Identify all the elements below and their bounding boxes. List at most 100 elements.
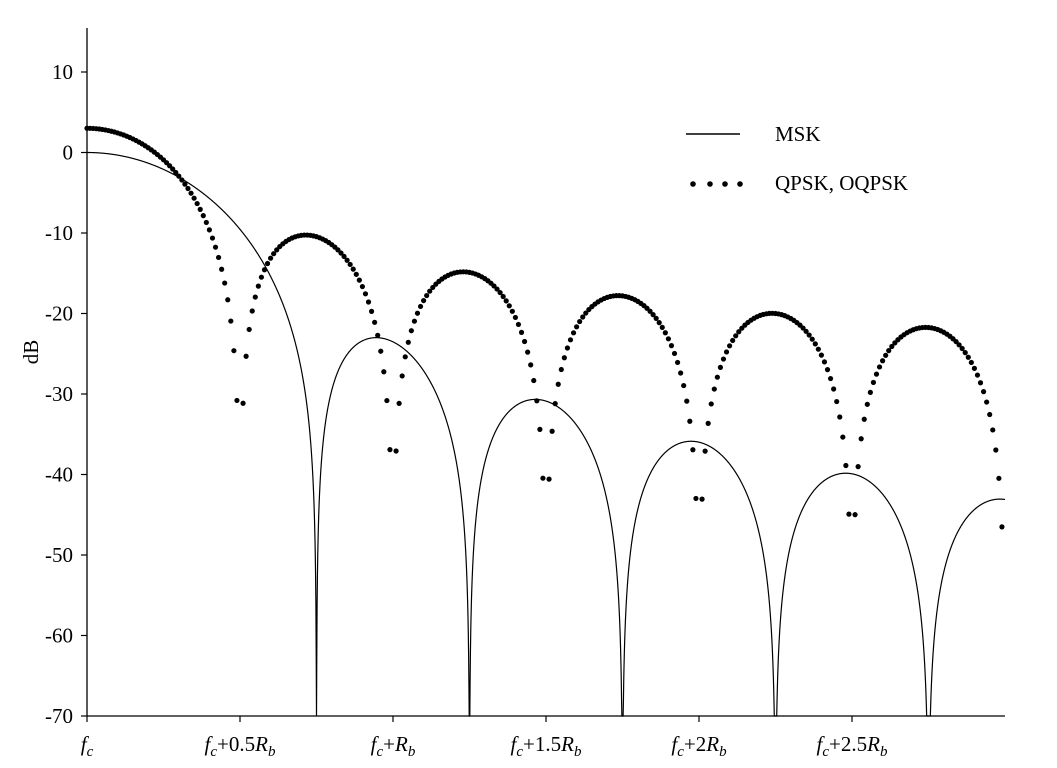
qpsk-point: [987, 411, 993, 418]
qpsk-point: [883, 352, 889, 358]
legend-swatch-qpsk: [690, 181, 743, 187]
qpsk-point: [650, 312, 656, 318]
qpsk-point: [375, 332, 381, 338]
qpsk-point: [521, 338, 528, 345]
qpsk-point: [503, 298, 509, 304]
qpsk-point: [243, 353, 249, 359]
qpsk-point: [240, 400, 246, 406]
series-dots-qpsk: [84, 125, 1005, 530]
legend-dot: [707, 181, 713, 187]
qpsk-point: [234, 397, 240, 404]
qpsk-point: [702, 448, 708, 454]
qpsk-point: [803, 328, 809, 334]
qpsk-point: [424, 292, 430, 299]
qpsk-point: [197, 206, 203, 212]
qpsk-point: [864, 401, 870, 407]
qpsk-point: [252, 294, 258, 300]
qpsk-point: [699, 496, 705, 502]
qpsk-point: [693, 495, 699, 502]
qpsk-point: [381, 369, 387, 375]
qpsk-point: [261, 267, 268, 273]
y-tick-label: -10: [45, 221, 73, 245]
qpsk-point: [549, 428, 555, 434]
qpsk-point: [567, 337, 574, 343]
qpsk-point: [681, 382, 687, 389]
qpsk-point: [368, 308, 375, 314]
qpsk-point: [552, 401, 558, 407]
qpsk-point: [258, 274, 265, 280]
qpsk-point: [574, 324, 580, 330]
qpsk-point: [665, 336, 672, 342]
qpsk-point: [570, 330, 577, 336]
qpsk-point: [720, 356, 727, 362]
qpsk-point: [990, 427, 996, 433]
qpsk-point: [812, 341, 818, 347]
qpsk-point: [179, 177, 185, 183]
qpsk-point: [831, 386, 837, 392]
qpsk-point: [965, 354, 971, 360]
qpsk-point: [980, 389, 987, 395]
qpsk-point: [393, 448, 399, 454]
qpsk-point: [727, 343, 733, 349]
qpsk-point: [506, 303, 512, 309]
qpsk-point: [225, 297, 231, 303]
qpsk-point: [953, 338, 959, 345]
qpsk-point: [815, 346, 821, 352]
qpsk-point: [837, 414, 843, 420]
qpsk-point: [534, 398, 540, 404]
qpsk-point: [880, 358, 886, 364]
qpsk-point: [268, 255, 274, 261]
qpsk-point: [974, 372, 981, 378]
qpsk-point: [821, 359, 828, 365]
qpsk-point: [421, 297, 427, 304]
qpsk-point: [873, 371, 880, 377]
qpsk-point: [671, 350, 678, 357]
qpsk-point: [206, 227, 212, 233]
qpsk-point: [708, 401, 714, 407]
y-tick-label: -30: [45, 382, 73, 406]
qpsk-point: [212, 244, 219, 250]
qpsk-point: [577, 318, 583, 325]
qpsk-point: [167, 163, 173, 169]
qpsk-point: [537, 426, 543, 432]
qpsk-point: [717, 364, 724, 370]
qpsk-point: [867, 389, 873, 395]
qpsk-point: [723, 349, 730, 355]
qpsk-point: [408, 328, 414, 334]
y-tick-label: 0: [63, 141, 74, 165]
qpsk-point: [494, 286, 500, 292]
qpsk-point: [515, 321, 522, 328]
qpsk-point: [414, 310, 421, 316]
legend: MSK QPSK, OQPSK: [686, 122, 908, 195]
qpsk-point: [271, 251, 277, 257]
qpsk-point: [827, 375, 834, 382]
x-ticks: fc fc+0.5Rb fc+Rb fc+1.5Rb fc+2Rb fc+2.5Rb: [81, 716, 888, 760]
qpsk-point: [834, 398, 840, 405]
qpsk-point: [962, 350, 968, 356]
qpsk-point: [959, 345, 965, 352]
qpsk-point: [855, 464, 861, 470]
qpsk-point: [219, 266, 225, 272]
qpsk-point: [194, 200, 200, 207]
qpsk-point: [583, 310, 589, 316]
qpsk-point: [222, 280, 228, 286]
axes: [86, 28, 1005, 717]
legend-dot: [690, 181, 696, 187]
y-tick-label: -70: [45, 704, 73, 728]
x-tick-label: fc+1.5Rb: [511, 732, 582, 760]
qpsk-point: [500, 293, 506, 300]
qpsk-point: [996, 475, 1002, 481]
qpsk-point: [684, 398, 690, 404]
qpsk-point: [173, 169, 179, 176]
qpsk-point: [886, 348, 892, 354]
qpsk-point: [372, 319, 378, 325]
qpsk-point: [350, 266, 356, 272]
legend-label-msk: MSK: [775, 122, 821, 146]
qpsk-point: [809, 336, 815, 342]
qpsk-point: [999, 524, 1005, 530]
qpsk-point: [405, 339, 411, 345]
qpsk-point: [430, 284, 436, 291]
legend-dot: [722, 181, 728, 187]
qpsk-point: [711, 386, 717, 392]
